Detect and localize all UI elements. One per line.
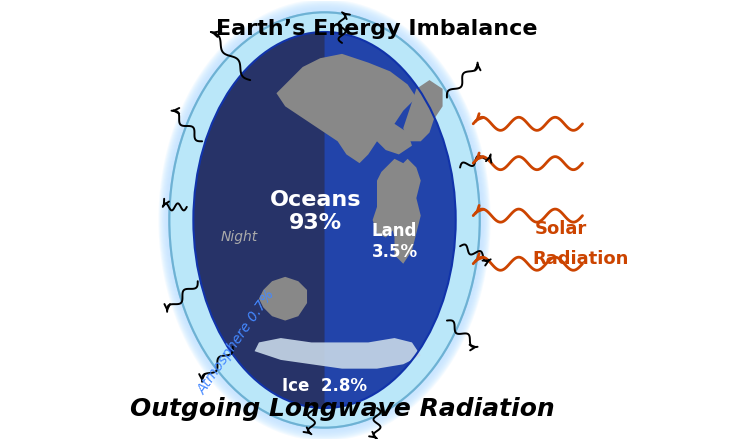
Ellipse shape bbox=[161, 3, 488, 437]
Text: Ice  2.8%: Ice 2.8% bbox=[282, 377, 367, 395]
Polygon shape bbox=[372, 159, 408, 238]
Ellipse shape bbox=[170, 12, 480, 428]
Text: Outgoing Longwave Radiation: Outgoing Longwave Radiation bbox=[130, 397, 554, 421]
Ellipse shape bbox=[158, 0, 491, 440]
Ellipse shape bbox=[159, 0, 490, 440]
Text: Oceans
93%: Oceans 93% bbox=[270, 190, 361, 233]
Ellipse shape bbox=[193, 32, 455, 408]
Ellipse shape bbox=[160, 1, 489, 439]
Polygon shape bbox=[403, 80, 443, 141]
Text: Night: Night bbox=[221, 231, 258, 245]
Text: Earth’s Energy Imbalance: Earth’s Energy Imbalance bbox=[216, 19, 538, 39]
Text: Land
3.5%: Land 3.5% bbox=[372, 223, 418, 261]
Polygon shape bbox=[259, 277, 307, 321]
Text: Solar: Solar bbox=[535, 220, 587, 238]
Polygon shape bbox=[390, 159, 421, 264]
Ellipse shape bbox=[193, 32, 455, 408]
Ellipse shape bbox=[162, 4, 487, 436]
Text: Radiation: Radiation bbox=[532, 250, 629, 268]
Text: Atmosphere 0.7%: Atmosphere 0.7% bbox=[195, 288, 278, 397]
Ellipse shape bbox=[193, 32, 455, 408]
Polygon shape bbox=[277, 54, 416, 163]
Polygon shape bbox=[255, 338, 421, 369]
